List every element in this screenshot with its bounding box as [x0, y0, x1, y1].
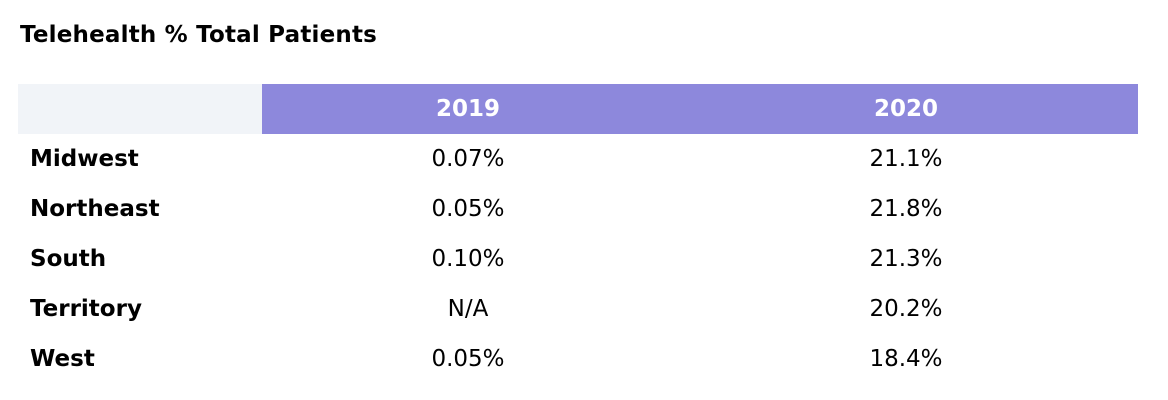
- row-label: Northeast: [30, 196, 160, 222]
- data-table: 2019 2020 Midwest 0.07% 21.1% Northeast …: [18, 84, 1138, 384]
- table-cell: 0.05%: [431, 196, 505, 222]
- table-cell: 0.07%: [431, 146, 505, 172]
- table-row: Midwest 0.07% 21.1%: [18, 134, 1138, 184]
- table-cell: 18.4%: [869, 346, 943, 372]
- header-row: 2019 2020: [18, 84, 1138, 134]
- row-label: Midwest: [30, 146, 139, 172]
- row-label: South: [30, 246, 107, 272]
- table-row: West 0.05% 18.4%: [18, 334, 1138, 384]
- table-cell: 0.05%: [431, 346, 505, 372]
- column-header-2020: 2020: [674, 84, 1138, 134]
- chart-title: Telehealth % Total Patients: [20, 22, 378, 48]
- table-cell: 20.2%: [869, 296, 943, 322]
- table-row: Territory N/A 20.2%: [18, 284, 1138, 334]
- table-row: Northeast 0.05% 21.8%: [18, 184, 1138, 234]
- table-cell: 0.10%: [431, 246, 505, 272]
- table-cell: 21.8%: [869, 196, 943, 222]
- header-corner-cell: [18, 84, 262, 134]
- row-label: Territory: [30, 296, 142, 322]
- column-header-2019: 2019: [262, 84, 674, 134]
- table-row: South 0.10% 21.3%: [18, 234, 1138, 284]
- table-cell: N/A: [447, 296, 489, 322]
- table-cell: 21.3%: [869, 246, 943, 272]
- row-label: West: [30, 346, 95, 372]
- table-cell: 21.1%: [869, 146, 943, 172]
